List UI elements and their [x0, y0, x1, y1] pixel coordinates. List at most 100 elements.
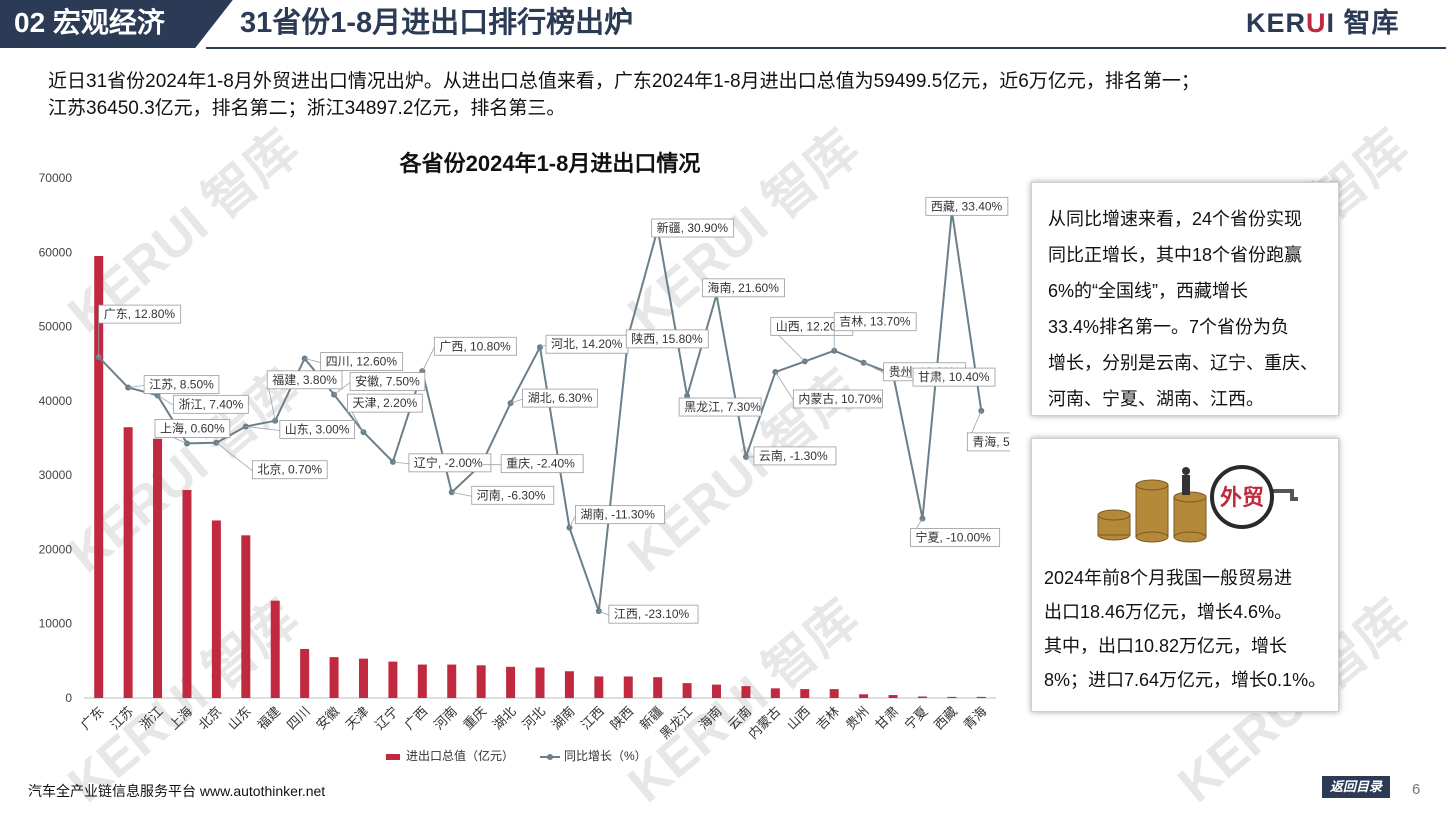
data-label: 青海, 5.20% — [972, 434, 1010, 449]
summary-line: 增长，分别是云南、辽宁、重庆、 — [1048, 353, 1318, 373]
x-tick-label: 河北 — [519, 704, 548, 733]
trade-line: 2024年前8个月我国一般贸易进 — [1044, 568, 1293, 588]
data-label: 湖南, -11.30% — [580, 507, 655, 522]
page-title: 31省份1-8月进出口排行榜出炉 — [240, 7, 634, 39]
footer-source: 汽车全产业链信息服务平台 www.autothinker.net — [28, 783, 326, 799]
bar — [535, 667, 545, 698]
bar — [447, 664, 457, 698]
data-label-leader — [157, 394, 174, 406]
data-label: 天津, 2.20% — [352, 396, 417, 410]
data-label-leader — [421, 347, 435, 372]
data-label-leader — [245, 426, 280, 431]
y-tick-label: 60000 — [39, 245, 73, 259]
y-tick-label: 70000 — [39, 171, 73, 185]
y-tick-label: 40000 — [39, 394, 73, 408]
data-label-leader — [892, 373, 914, 379]
growth-summary-text: 从同比增速来看，24个省份实现 同比正增长，其中18个省份跑赢 6%的“全国线”… — [1048, 201, 1330, 417]
y-tick-label: 50000 — [39, 320, 73, 334]
data-label-box — [251, 460, 328, 480]
data-label-box — [143, 375, 220, 394]
brand-logo: KERUI 智库 — [1246, 6, 1400, 40]
data-label-leader — [539, 344, 547, 348]
y-tick-label: 30000 — [39, 468, 73, 482]
data-label: 福建, 3.80% — [272, 372, 337, 387]
growth-summary-box: 从同比增速来看，24个省份实现 同比正增长，其中18个省份跑赢 6%的“全国线”… — [1031, 182, 1339, 416]
x-tick-label: 湖南 — [549, 704, 578, 733]
growth-point — [537, 344, 543, 351]
data-label-leader — [775, 371, 794, 401]
bar — [153, 438, 163, 698]
data-label-box — [279, 420, 356, 439]
trade-line: 其中，出口10.82万亿元，增长 — [1044, 636, 1288, 656]
data-label: 广东, 12.80% — [104, 307, 176, 321]
data-label: 辽宁, -2.00% — [414, 455, 483, 470]
data-label-box — [347, 393, 423, 413]
bar — [123, 427, 133, 698]
bar — [800, 689, 810, 698]
back-to-contents-button[interactable]: 返回目录 — [1322, 776, 1390, 798]
bar — [270, 600, 280, 698]
x-tick-label: 浙江 — [137, 704, 166, 733]
data-label: 西藏, 33.40% — [931, 199, 1003, 213]
data-label-box — [925, 196, 1009, 216]
data-label-leader — [128, 385, 145, 388]
logo-text-a: KER — [1246, 8, 1307, 38]
data-label-box — [792, 389, 883, 409]
data-label: 陕西, 15.80% — [631, 331, 703, 346]
data-label: 内蒙古, 10.70% — [798, 391, 882, 406]
bar — [506, 666, 516, 698]
bar — [476, 665, 486, 698]
x-tick-label: 四川 — [284, 704, 313, 733]
data-label: 重庆, -2.40% — [506, 457, 575, 471]
bar — [211, 520, 221, 698]
bar — [182, 490, 192, 698]
data-label-box — [320, 352, 404, 371]
bar — [358, 658, 368, 698]
data-label: 江苏, 8.50% — [149, 378, 214, 392]
growth-point — [595, 608, 602, 615]
x-tick-label: 重庆 — [460, 704, 489, 733]
data-label: 新疆, 30.90% — [657, 220, 729, 235]
bar — [859, 694, 869, 698]
bar — [300, 648, 310, 698]
data-label-box — [910, 528, 1001, 547]
bar — [917, 696, 927, 698]
intro-paragraph: 近日31省份2024年1-8月外贸进出口情况出炉。从进出口总值来看，广东2024… — [48, 68, 1418, 122]
y-tick-label: 0 — [65, 691, 72, 705]
data-label: 山西, 12.20% — [776, 319, 848, 333]
bar — [947, 696, 957, 698]
data-label-leader — [333, 382, 351, 395]
bar — [594, 676, 604, 698]
x-tick-label: 陕西 — [607, 704, 636, 733]
bar — [682, 683, 692, 698]
x-tick-label: 上海 — [166, 704, 195, 733]
bar — [564, 671, 574, 698]
x-tick-label: 青海 — [960, 704, 989, 733]
legend-label: 同比增长（%） — [564, 749, 647, 763]
data-label-leader — [216, 442, 253, 472]
data-label-leader — [510, 398, 523, 404]
data-label: 四川, 12.60% — [326, 355, 398, 369]
x-tick-label: 江苏 — [107, 704, 136, 733]
chart-title: 各省份2024年1-8月进出口情况 — [399, 151, 701, 176]
bar — [94, 256, 104, 698]
bar — [976, 696, 986, 698]
data-label-box — [678, 397, 762, 417]
bar — [329, 657, 339, 698]
trade-badge: 外贸 — [1220, 485, 1264, 510]
data-label-box — [753, 446, 837, 466]
data-label-box — [349, 372, 426, 392]
summary-line: 6%的“全国线”，西藏增长 — [1048, 281, 1249, 301]
data-label: 云南, -1.30% — [759, 448, 828, 463]
data-label-leader — [451, 491, 472, 497]
logo-text-b: U — [1306, 8, 1327, 38]
bar — [623, 676, 633, 698]
summary-line: 33.4%排名第一。7个省份为负 — [1048, 317, 1290, 337]
data-label: 浙江, 7.40% — [179, 397, 244, 411]
intro-line-1: 近日31省份2024年1-8月外贸进出口情况出炉。从进出口总值来看，广东2024… — [48, 71, 1200, 92]
data-label: 上海, 0.60% — [160, 420, 225, 435]
x-tick-label: 西藏 — [931, 704, 960, 733]
x-tick-label: 海南 — [696, 704, 725, 733]
data-label-box — [625, 329, 709, 349]
